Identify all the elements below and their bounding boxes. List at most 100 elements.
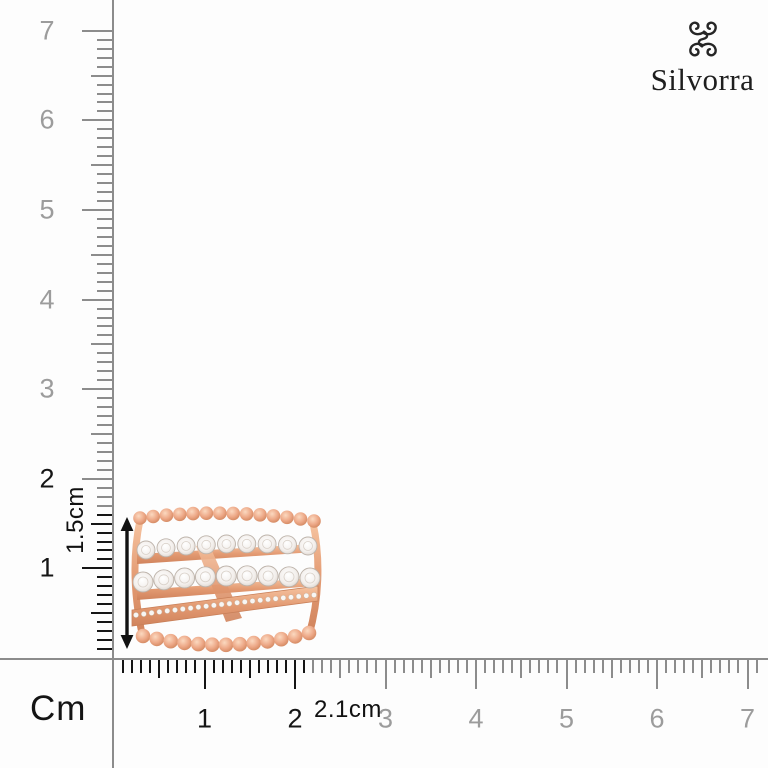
gold-bead: [239, 507, 254, 521]
ruler-tick: [97, 441, 112, 444]
ruler-tick: [701, 660, 704, 678]
gold-bead: [186, 506, 200, 521]
ruler-tick: [97, 262, 112, 265]
ruler-tick: [348, 660, 351, 673]
vertical-measure-arrow: [120, 517, 134, 649]
diamond-stone: [241, 599, 248, 605]
ruler-tick: [628, 660, 631, 673]
gold-bead: [133, 511, 147, 525]
ruler-tick: [97, 415, 112, 418]
diamond-stone: [221, 539, 232, 549]
ruler-tick: [97, 648, 112, 651]
h-ruler-number: 2: [287, 703, 303, 734]
ruler-tick: [97, 289, 112, 292]
diamond-stone: [283, 571, 295, 583]
gold-bead: [246, 635, 261, 651]
ruler-tick: [574, 660, 577, 673]
ruler-tick: [91, 522, 112, 525]
diamond-stone: [132, 571, 154, 593]
diamond-stone: [257, 597, 264, 604]
ruler-tick: [97, 361, 112, 364]
diamond-stone: [234, 599, 240, 606]
ruler-tick: [97, 513, 112, 516]
h-ruler-number: 7: [739, 703, 756, 734]
gold-bead: [307, 514, 321, 528]
diamond-stone: [201, 539, 212, 550]
ruler-tick: [97, 549, 112, 552]
diamond-stone: [196, 535, 216, 555]
ruler-tick: [97, 101, 112, 104]
ruler-tick: [266, 660, 269, 673]
diamond-stone: [311, 592, 317, 598]
diamond-stone: [298, 536, 318, 556]
gold-bead: [274, 631, 289, 647]
diamond-stone: [176, 536, 196, 556]
gold-bead: [163, 633, 178, 649]
ruler-tick: [484, 660, 487, 673]
v-ruler-number: 4: [39, 284, 55, 315]
gold-bead: [135, 628, 151, 644]
ruler-tick: [665, 660, 668, 673]
ruler-tick: [97, 226, 112, 229]
ruler-tick: [97, 235, 112, 238]
diamond-stone: [174, 567, 196, 589]
diamond-stone: [303, 541, 313, 551]
ruler-tick: [97, 352, 112, 355]
gold-bead: [253, 508, 267, 522]
ruler-tick: [330, 660, 333, 673]
ruler-tick: [97, 540, 112, 543]
h-ruler-number: 1: [196, 703, 213, 734]
ruler-tick: [149, 660, 152, 673]
ruler-tick: [321, 660, 324, 673]
ruler-tick: [97, 137, 112, 140]
ruler-tick: [547, 660, 550, 673]
ruler-tick: [746, 660, 749, 689]
diamond-stone: [215, 565, 237, 587]
diamond-stone: [164, 608, 171, 614]
ruler-tick: [275, 660, 278, 673]
diamond-stone: [211, 602, 217, 609]
diamond-stone: [161, 542, 171, 553]
diamond-stone: [137, 576, 149, 588]
height-measure-label: 1.5cm: [62, 486, 89, 554]
ruler-tick: [565, 660, 568, 689]
ruler-tick: [230, 660, 233, 673]
ruler-tick: [339, 660, 342, 678]
ruler-tick: [82, 388, 112, 391]
diamond-stone: [136, 540, 156, 560]
ring-image: [131, 506, 322, 653]
diamond-stone: [282, 539, 293, 550]
ruler-tick: [97, 307, 112, 310]
ruler-tick: [248, 660, 251, 678]
ruler-tick: [122, 660, 125, 673]
diamond-stone: [257, 534, 277, 554]
gold-bead: [260, 634, 275, 649]
ruler-tick: [97, 594, 112, 597]
diamond-stone: [278, 566, 300, 588]
diamond-stone: [303, 592, 310, 599]
ruler-tick: [637, 660, 640, 673]
diamond-stone: [241, 570, 253, 582]
ruler-tick: [303, 660, 306, 673]
ruler-tick: [97, 379, 112, 382]
ruler-tick: [97, 244, 112, 247]
diamond-stone: [187, 605, 194, 611]
ruler-tick: [97, 450, 112, 453]
diamond-stone: [295, 593, 302, 600]
ruler-tick: [97, 191, 112, 194]
ruler-tick: [511, 660, 514, 673]
ruler-tick: [674, 660, 677, 673]
ruler-tick: [97, 316, 112, 319]
ruler-tick: [683, 660, 686, 673]
ruler-tick: [82, 298, 112, 301]
ruler-tick: [97, 397, 112, 400]
h-ruler-number: 6: [649, 703, 665, 734]
ruler-tick: [465, 660, 468, 673]
gold-bead: [266, 509, 281, 523]
diamond-stone: [156, 538, 176, 558]
gold-bead: [204, 637, 220, 652]
ruler-tick: [158, 660, 161, 678]
ruler-tick: [212, 660, 215, 673]
ruler-tick: [520, 660, 523, 678]
ruler-tick: [429, 660, 432, 678]
